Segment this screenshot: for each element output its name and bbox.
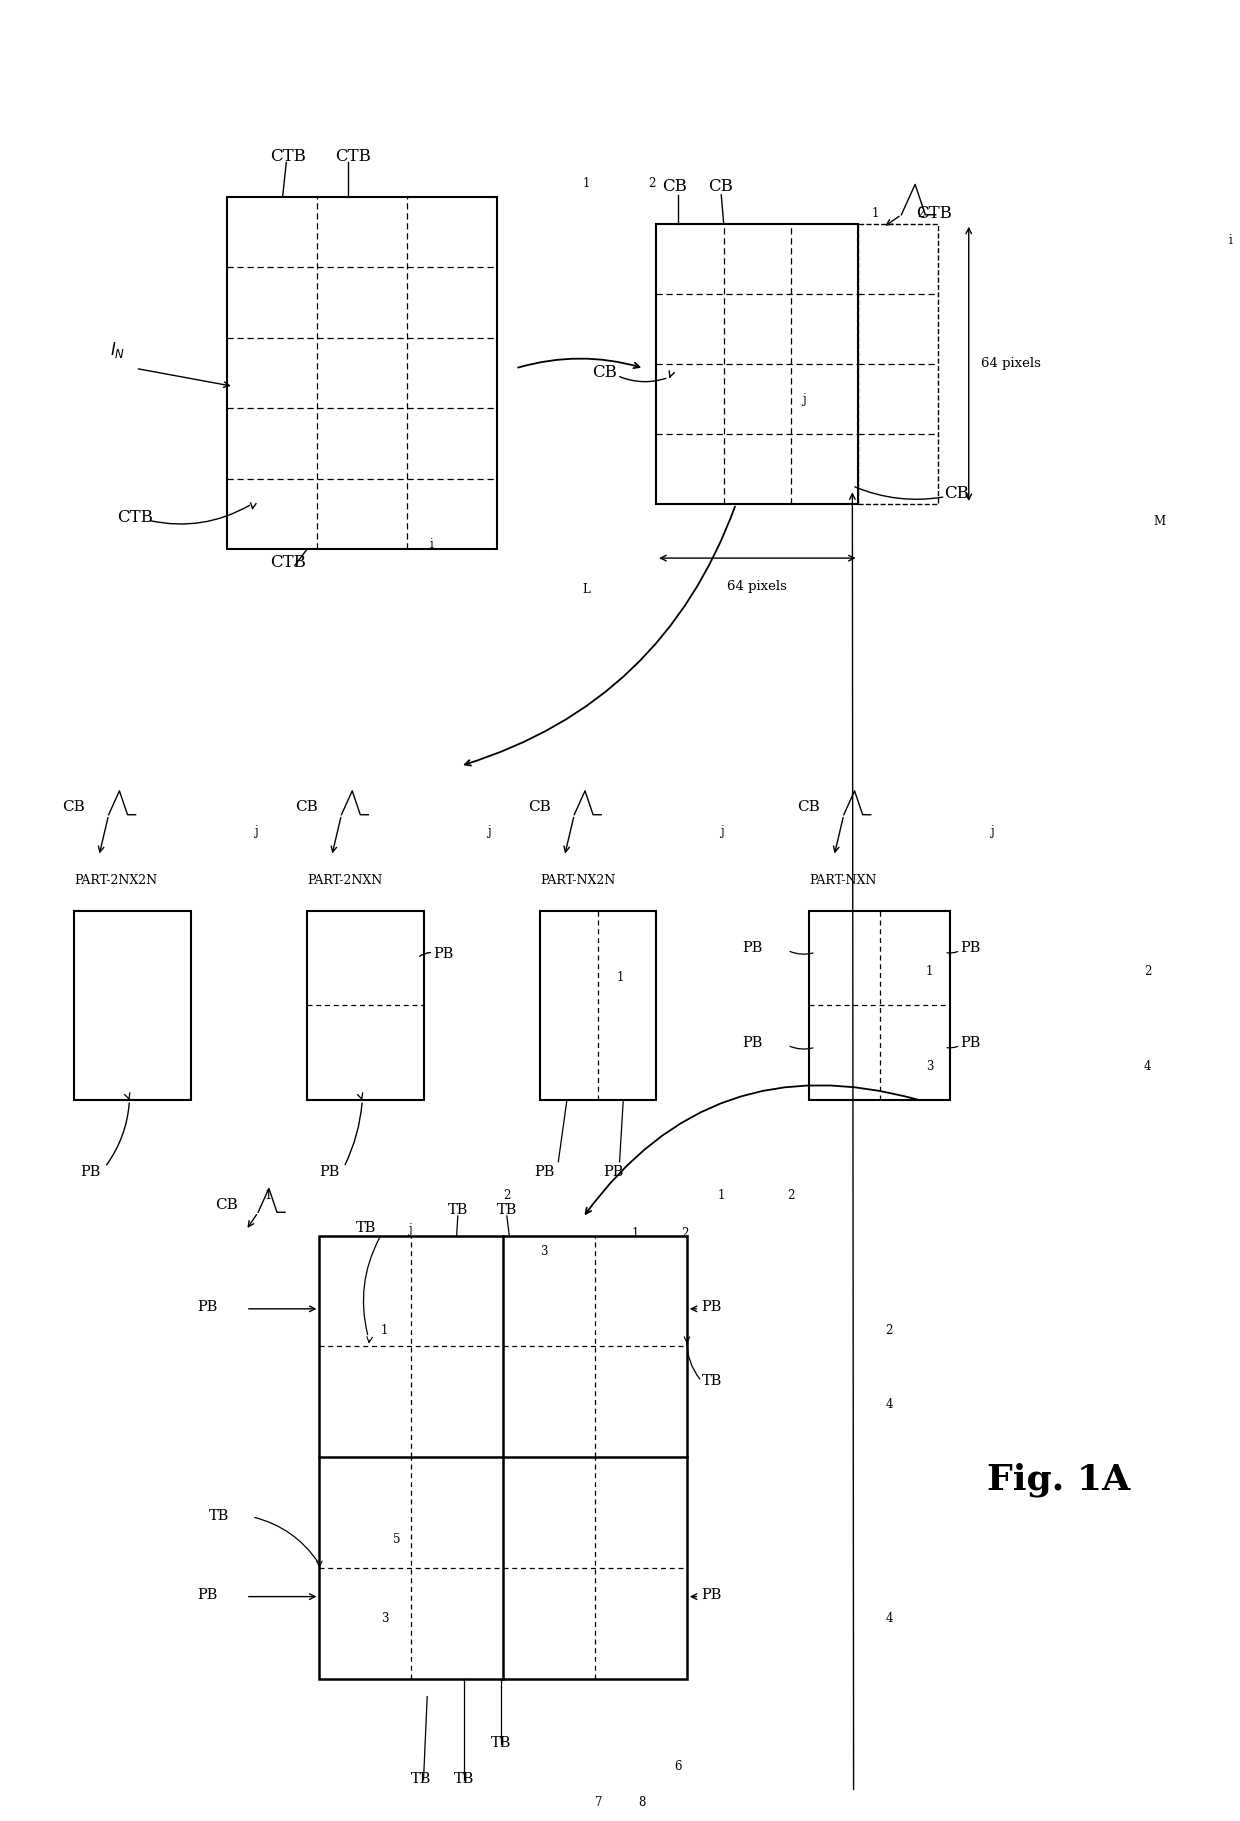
Text: PB: PB bbox=[197, 1588, 217, 1602]
Text: M: M bbox=[1153, 515, 1166, 528]
Bar bbox=[810, 910, 950, 1100]
Text: PB: PB bbox=[742, 1036, 763, 1051]
Text: PB: PB bbox=[742, 941, 763, 956]
Bar bbox=[656, 224, 858, 504]
Text: $I_N$: $I_N$ bbox=[109, 341, 125, 361]
Text: 1: 1 bbox=[718, 1189, 725, 1202]
FancyArrowPatch shape bbox=[687, 1340, 699, 1378]
FancyArrowPatch shape bbox=[419, 952, 430, 956]
Text: PB: PB bbox=[702, 1300, 722, 1315]
Text: PB: PB bbox=[320, 1165, 340, 1180]
Text: j: j bbox=[408, 1222, 412, 1235]
Text: PB: PB bbox=[197, 1300, 217, 1315]
Text: TB: TB bbox=[356, 1222, 377, 1235]
FancyArrowPatch shape bbox=[345, 1104, 362, 1165]
Text: TB: TB bbox=[448, 1204, 469, 1216]
Text: TB: TB bbox=[454, 1772, 475, 1786]
Text: L: L bbox=[583, 583, 590, 595]
Text: 1: 1 bbox=[618, 971, 625, 983]
FancyArrowPatch shape bbox=[790, 951, 813, 954]
FancyArrowPatch shape bbox=[620, 377, 666, 382]
Text: CTB: CTB bbox=[270, 148, 306, 164]
Text: 1: 1 bbox=[583, 177, 590, 189]
Text: TB: TB bbox=[702, 1373, 722, 1388]
Text: 3: 3 bbox=[926, 1060, 934, 1073]
FancyArrowPatch shape bbox=[363, 1238, 379, 1335]
Text: 2: 2 bbox=[503, 1189, 511, 1202]
Text: 4: 4 bbox=[1145, 1060, 1152, 1073]
Text: 7: 7 bbox=[595, 1796, 603, 1808]
Text: 3: 3 bbox=[539, 1246, 547, 1258]
Text: TB: TB bbox=[491, 1735, 511, 1750]
FancyArrowPatch shape bbox=[107, 1104, 129, 1165]
Text: CB: CB bbox=[528, 799, 551, 814]
Text: 1: 1 bbox=[926, 965, 934, 978]
Text: TB: TB bbox=[497, 1204, 517, 1216]
Text: PB: PB bbox=[433, 947, 454, 961]
Text: 2: 2 bbox=[647, 177, 655, 189]
Text: 64 pixels: 64 pixels bbox=[981, 357, 1040, 370]
Text: CB: CB bbox=[944, 486, 970, 503]
Text: j: j bbox=[720, 825, 724, 838]
Text: TB: TB bbox=[210, 1510, 229, 1524]
Text: CB: CB bbox=[797, 799, 820, 814]
Text: PB: PB bbox=[960, 1036, 981, 1051]
Text: j: j bbox=[802, 393, 806, 406]
Text: CB: CB bbox=[662, 178, 687, 195]
Text: CTB: CTB bbox=[118, 510, 153, 526]
Text: PB: PB bbox=[81, 1165, 100, 1180]
Text: i: i bbox=[1229, 235, 1233, 248]
Text: CB: CB bbox=[593, 364, 618, 381]
Text: 3: 3 bbox=[381, 1612, 388, 1624]
Text: CTB: CTB bbox=[270, 554, 306, 572]
Text: PART-NX2N: PART-NX2N bbox=[539, 874, 615, 887]
Text: PB: PB bbox=[960, 941, 981, 956]
Text: j: j bbox=[487, 825, 491, 838]
Text: CB: CB bbox=[708, 178, 733, 195]
Text: CTB: CTB bbox=[335, 148, 371, 164]
Text: PB: PB bbox=[702, 1588, 722, 1602]
Text: 2: 2 bbox=[918, 208, 925, 220]
Text: 1: 1 bbox=[264, 1189, 272, 1202]
Text: PART-NXN: PART-NXN bbox=[810, 874, 877, 887]
Text: 4: 4 bbox=[885, 1612, 893, 1624]
Text: 6: 6 bbox=[675, 1759, 682, 1774]
Text: i: i bbox=[429, 537, 434, 552]
Text: 2: 2 bbox=[885, 1324, 893, 1337]
FancyArrowPatch shape bbox=[790, 1047, 813, 1049]
Text: CTB: CTB bbox=[916, 206, 952, 222]
FancyArrowPatch shape bbox=[150, 504, 249, 524]
Text: PART-2NX2N: PART-2NX2N bbox=[74, 874, 157, 887]
Bar bbox=[858, 224, 939, 504]
Text: PB: PB bbox=[604, 1165, 624, 1180]
Text: 8: 8 bbox=[637, 1796, 645, 1808]
Text: j: j bbox=[990, 825, 993, 838]
Bar bbox=[74, 910, 191, 1100]
Text: CB: CB bbox=[216, 1198, 238, 1211]
FancyArrowPatch shape bbox=[854, 486, 942, 499]
Text: 1: 1 bbox=[632, 1227, 639, 1240]
Text: TB: TB bbox=[412, 1772, 432, 1786]
Text: 2: 2 bbox=[1145, 965, 1152, 978]
Bar bbox=[308, 910, 424, 1100]
Text: 2: 2 bbox=[681, 1227, 688, 1240]
FancyArrowPatch shape bbox=[254, 1517, 317, 1562]
Text: 4: 4 bbox=[885, 1399, 893, 1411]
Text: PART-2NXN: PART-2NXN bbox=[308, 874, 382, 887]
Text: 1: 1 bbox=[872, 208, 879, 220]
Text: CB: CB bbox=[295, 799, 317, 814]
Text: CB: CB bbox=[62, 799, 84, 814]
Text: 64 pixels: 64 pixels bbox=[728, 579, 787, 594]
Text: 5: 5 bbox=[393, 1533, 401, 1546]
Text: j: j bbox=[254, 825, 258, 838]
Text: Fig. 1A: Fig. 1A bbox=[987, 1462, 1131, 1497]
Text: PB: PB bbox=[533, 1165, 554, 1180]
Text: 1: 1 bbox=[381, 1324, 388, 1337]
Bar bbox=[320, 1236, 687, 1679]
Bar bbox=[539, 910, 656, 1100]
Text: 2: 2 bbox=[787, 1189, 795, 1202]
Bar bbox=[227, 197, 497, 550]
